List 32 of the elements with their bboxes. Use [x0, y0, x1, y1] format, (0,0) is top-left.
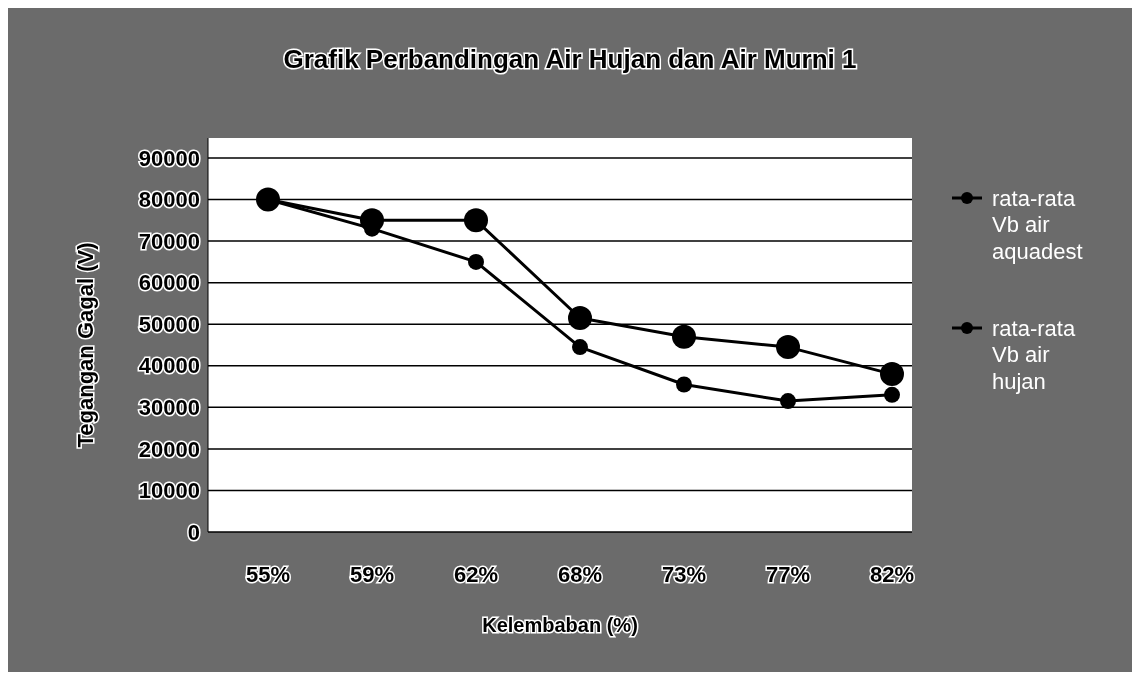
y-tick-label: 10000 [138, 478, 200, 504]
point [672, 324, 696, 349]
x-tick-label: 73% [661, 562, 707, 587]
point [464, 208, 488, 233]
point [884, 386, 900, 403]
point [572, 339, 588, 356]
point [468, 253, 484, 270]
y-tick-label: 20000 [138, 436, 200, 462]
y-tick-label: 90000 [138, 145, 200, 171]
y-tick-label: 70000 [138, 228, 200, 254]
point [568, 305, 592, 330]
x-tick-label: 82% [869, 562, 915, 587]
point [676, 376, 692, 393]
y-tick-label: 60000 [138, 270, 200, 296]
x-tick-label: 62% [453, 562, 499, 587]
point [780, 393, 796, 410]
y-tick-label: 50000 [138, 311, 200, 337]
chart-title: Grafik Perbandingan Air Hujan dan Air Murni 1 [283, 44, 857, 74]
y-tick-label: 30000 [138, 395, 200, 421]
y-tick-label: 80000 [138, 187, 200, 213]
point [776, 335, 800, 360]
legend-label: rata-rata Vb air hujan [992, 315, 1076, 394]
x-tick-label: 68% [557, 562, 603, 587]
y-tick-label: 0 [187, 519, 200, 545]
x-tick-label: 77% [765, 562, 811, 587]
point [880, 362, 904, 387]
legend-label: rata-rata Vb air aquadest [992, 185, 1083, 264]
y-axis-title: Tegangan Gagal (V) [73, 242, 98, 448]
x-tick-label: 55% [245, 562, 291, 587]
y-tick-label: 40000 [138, 353, 200, 379]
x-axis-title: Kelembaban (%) [482, 614, 638, 636]
x-tick-label: 59% [349, 562, 395, 587]
